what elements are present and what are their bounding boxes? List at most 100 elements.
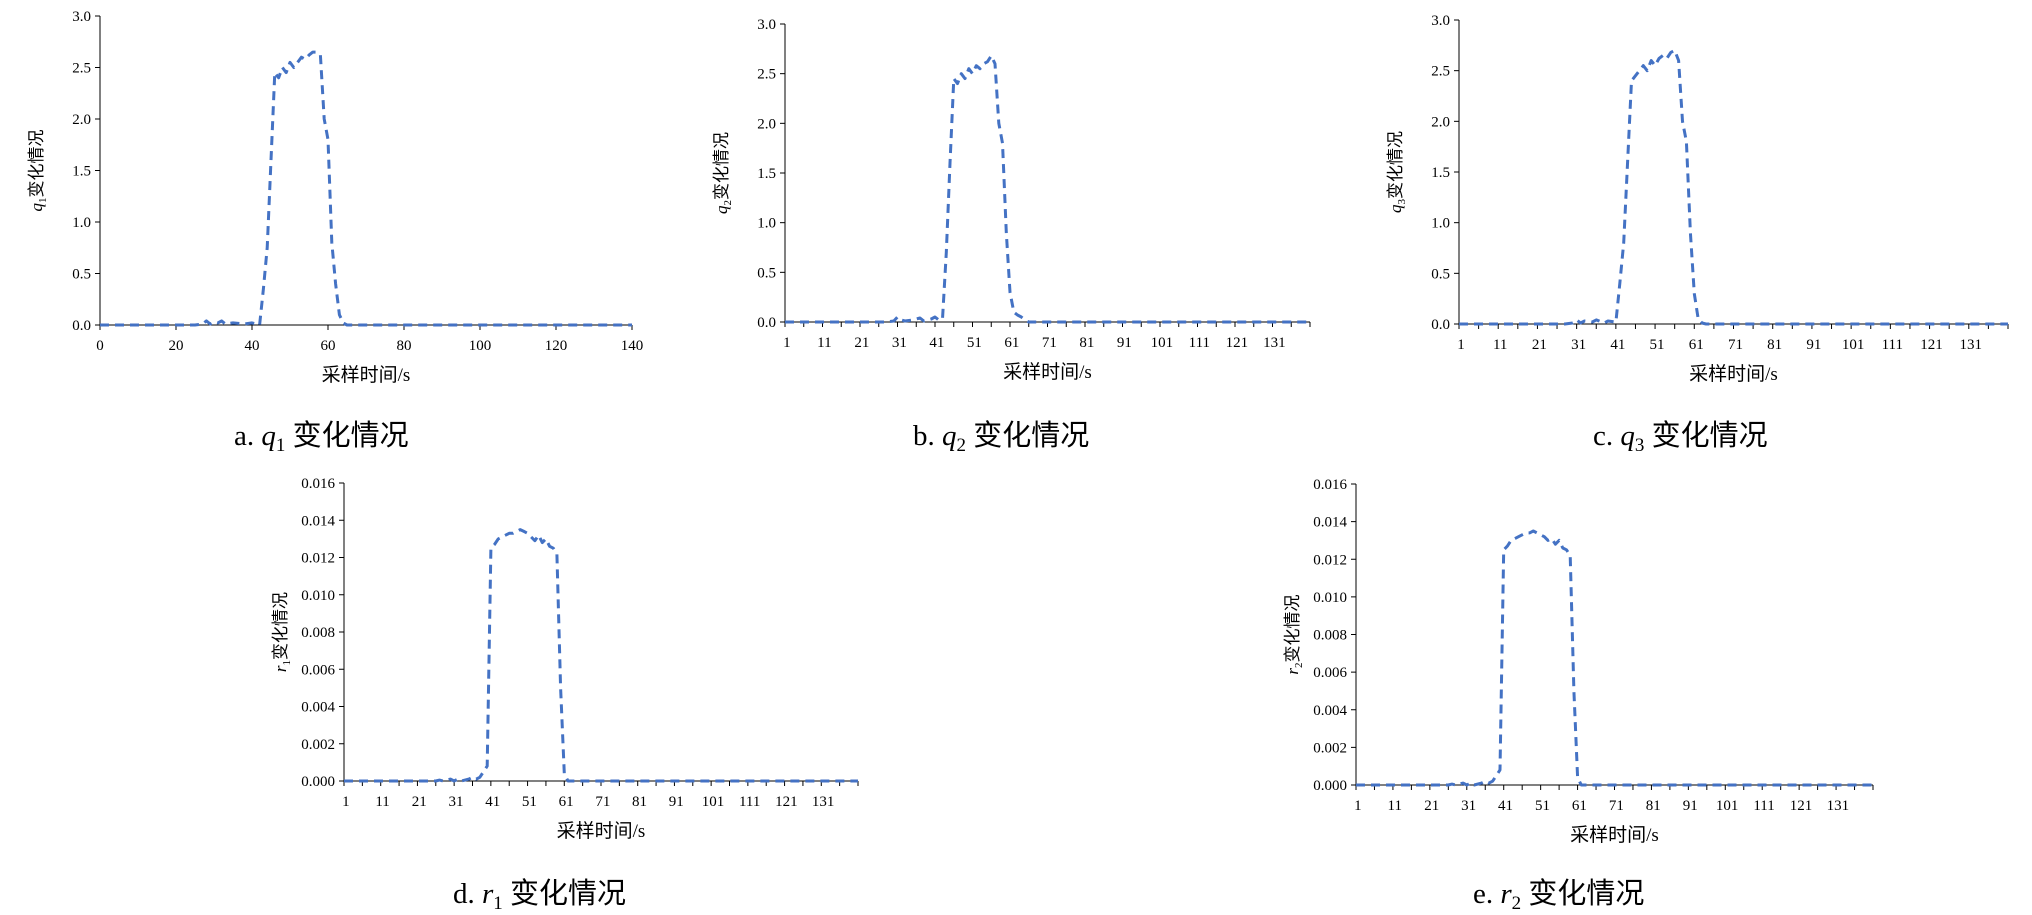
- x-tick-label-d: 1: [342, 794, 350, 810]
- x-tick-label-c: 91: [1806, 337, 1821, 353]
- y-tick-label-d: 0.012: [301, 551, 335, 567]
- y-tick-label-e: 0.010: [1313, 590, 1347, 606]
- x-tick-label-d: 111: [739, 794, 760, 810]
- y-tick-label-e: 0.016: [1313, 477, 1347, 493]
- y-axis-title-text-d: 变化情况: [271, 592, 290, 660]
- y-tick-label-c: 1.5: [1431, 165, 1450, 181]
- x-tick-label-e: 41: [1498, 798, 1513, 814]
- x-tick-label-e: 1: [1354, 798, 1362, 814]
- x-tick-label-a: 60: [321, 338, 336, 354]
- chart-e-svg: 0.000 0.002 0.004 0.006 0.008 0.010 0.012 0.014…: [1283, 477, 1874, 846]
- y-tick-label-d: 0.016: [301, 476, 335, 492]
- y-tick-label-b: 1.0: [757, 216, 776, 232]
- y-tick-label-d: 0.004: [301, 700, 335, 716]
- x-tick-label-c: 71: [1728, 337, 1743, 353]
- x-tick-label-a: 40: [245, 338, 260, 354]
- caption-c-text: 变化情况: [1651, 420, 1768, 452]
- y-tick-label-c: 0.0: [1431, 317, 1450, 333]
- caption-b: b. q2 变化情况: [913, 412, 1089, 457]
- x-tick-label-e: 31: [1461, 798, 1476, 814]
- y-tick-label-a: 2.5: [72, 61, 91, 77]
- y-tick-label-d: 0.000: [301, 774, 335, 790]
- x-tick-label-e: 11: [1388, 798, 1402, 814]
- y-axis-title-text-b: 变化情况: [712, 132, 731, 200]
- caption-c-sub: 3: [1634, 435, 1645, 456]
- caption-d-var: r: [482, 878, 494, 910]
- y-tick-label-a: 2.0: [72, 112, 91, 128]
- y-axis-title-var-b: q: [712, 205, 731, 214]
- x-tick-label-a: 0: [96, 338, 104, 354]
- caption-c-var: q: [1620, 420, 1635, 452]
- x-tick-label-b: 91: [1117, 335, 1132, 351]
- x-tick-label-a: 100: [469, 338, 492, 354]
- x-tick-label-d: 101: [702, 794, 725, 810]
- chart-panel-c: 0.0 0.5 1.0 1.5 2.0 2.5 3.0 1 11 21 31 41 51 61 71 81 91…: [1386, 13, 2009, 457]
- series-line-c: [1459, 48, 2008, 326]
- x-tick-label-b: 131: [1263, 335, 1286, 351]
- caption-b-prefix: b.: [913, 420, 935, 452]
- y-axis-title-var-c: q: [1386, 204, 1405, 213]
- chart-panel-d: 0.000 0.002 0.004 0.006 0.008 0.010 0.012 0.014…: [0, 460, 900, 914]
- x-tick-label-d: 41: [485, 794, 500, 810]
- y-tick-label-a: 1.0: [72, 215, 91, 231]
- x-tick-label-b: 111: [1189, 335, 1210, 351]
- y-axis-title-d: r1变化情况: [271, 592, 293, 672]
- chart-panel-b: 0.0 0.5 1.0 1.5 2.0 2.5 3.0 1 11 21 31 41 51 61 71 81 91…: [0, 0, 1360, 460]
- y-tick-label-b: 0.0: [757, 315, 776, 331]
- x-tick-label-b: 41: [929, 335, 944, 351]
- y-tick-label-c: 0.5: [1431, 266, 1450, 282]
- caption-d: d. r1 变化情况: [453, 870, 626, 915]
- x-tick-label-b: 21: [854, 335, 869, 351]
- x-tick-label-c: 21: [1532, 337, 1547, 353]
- caption-a-var: q: [261, 420, 276, 452]
- x-tick-label-b: 101: [1151, 335, 1174, 351]
- x-tick-label-d: 91: [669, 794, 684, 810]
- x-tick-label-d: 51: [522, 794, 537, 810]
- x-tick-label-c: 121: [1920, 337, 1943, 353]
- y-axis-title-sub-a: 1: [37, 198, 49, 204]
- chart-panel-e: 0.000 0.002 0.004 0.006 0.008 0.010 0.012 0.014…: [0, 460, 2032, 914]
- caption-a-text: 变化情况: [292, 420, 409, 452]
- caption-a: a. q1 变化情况: [234, 412, 409, 457]
- x-tick-label-e: 81: [1646, 798, 1661, 814]
- caption-b-var: q: [942, 420, 957, 452]
- x-tick-label-e: 21: [1424, 798, 1439, 814]
- y-axis-title-text-c: 变化情况: [1386, 131, 1405, 199]
- y-axis-title-text-a: 变化情况: [27, 130, 46, 198]
- x-tick-label-b: 31: [892, 335, 907, 351]
- y-axis-title-text-e: 变化情况: [1283, 594, 1302, 662]
- y-axis-title-sub-c: 3: [1396, 199, 1408, 205]
- y-tick-label-d: 0.006: [301, 662, 335, 678]
- x-tick-label-c: 1: [1457, 337, 1465, 353]
- caption-e-sub: 2: [1511, 893, 1522, 914]
- y-tick-label-b: 1.5: [757, 166, 776, 182]
- x-tick-label-b: 71: [1042, 335, 1057, 351]
- x-tick-label-e: 121: [1790, 798, 1813, 814]
- caption-d-text: 变化情况: [510, 878, 627, 910]
- x-tick-label-c: 111: [1882, 337, 1903, 353]
- y-axis-title-var-e: r: [1283, 668, 1302, 675]
- y-tick-label-b: 2.5: [757, 67, 776, 83]
- y-tick-label-a: 0.0: [72, 318, 91, 334]
- x-tick-label-e: 61: [1572, 798, 1587, 814]
- caption-c: c. q3 变化情况: [1593, 412, 1768, 457]
- x-tick-label-c: 51: [1650, 337, 1665, 353]
- x-tick-label-d: 131: [812, 794, 835, 810]
- caption-d-prefix: d.: [453, 878, 475, 910]
- y-tick-label-e: 0.002: [1313, 740, 1347, 756]
- x-tick-label-a: 120: [545, 338, 568, 354]
- y-tick-label-a: 3.0: [72, 9, 91, 25]
- x-tick-label-d: 11: [375, 794, 389, 810]
- caption-e: e. r2 变化情况: [1473, 870, 1644, 915]
- y-tick-label-b: 0.5: [757, 265, 776, 281]
- y-tick-label-a: 1.5: [72, 164, 91, 180]
- series-line-a: [100, 50, 632, 327]
- x-tick-label-b: 121: [1226, 335, 1249, 351]
- x-tick-label-e: 101: [1716, 798, 1739, 814]
- caption-b-sub: 2: [956, 435, 967, 456]
- x-axis-title-d: 采样时间/s: [557, 820, 646, 842]
- x-axis-title-c: 采样时间/s: [1689, 363, 1778, 385]
- y-tick-label-d: 0.014: [301, 513, 335, 529]
- x-axis-title-a: 采样时间/s: [322, 364, 411, 386]
- y-axis-title-var-d: r: [271, 665, 290, 672]
